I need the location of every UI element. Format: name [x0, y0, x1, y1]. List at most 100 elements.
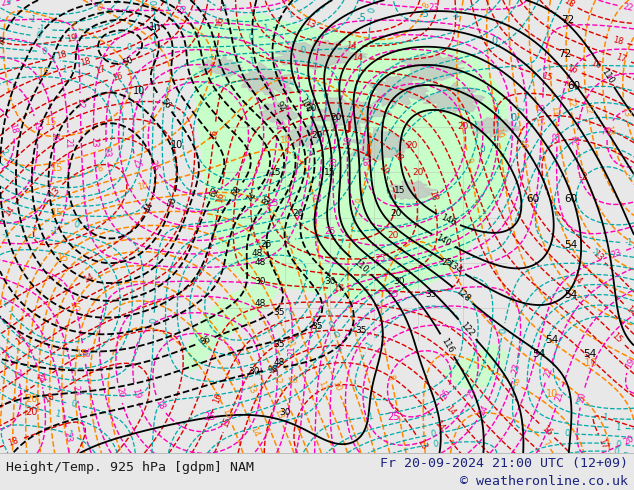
Text: -1: -1	[365, 411, 375, 421]
Text: -1: -1	[592, 247, 600, 258]
Text: 14: 14	[346, 41, 357, 50]
Text: 21: 21	[313, 191, 323, 202]
Text: 23: 23	[553, 131, 562, 142]
Text: 15: 15	[70, 303, 82, 313]
Text: 14: 14	[352, 53, 363, 63]
Text: 25: 25	[387, 290, 399, 299]
Text: 0: 0	[479, 145, 485, 154]
Text: 22: 22	[75, 98, 85, 109]
Text: 68: 68	[230, 184, 243, 198]
Text: 13: 13	[620, 105, 630, 117]
Text: 25: 25	[261, 240, 272, 249]
Text: 23: 23	[62, 432, 72, 443]
Text: 18: 18	[562, 0, 576, 9]
Text: -1: -1	[0, 297, 10, 309]
Polygon shape	[198, 54, 243, 76]
Text: 16: 16	[215, 16, 225, 27]
Text: 1: 1	[53, 409, 61, 419]
Text: 12: 12	[270, 372, 283, 386]
Text: 15: 15	[394, 186, 405, 195]
Text: 12: 12	[565, 97, 575, 108]
Text: 25: 25	[11, 368, 23, 380]
Text: 23: 23	[429, 3, 439, 13]
Text: 54: 54	[545, 335, 558, 345]
Text: 14: 14	[624, 304, 634, 318]
Text: 18: 18	[7, 436, 20, 448]
Polygon shape	[444, 181, 495, 263]
Text: 23: 23	[538, 102, 547, 113]
Text: 54: 54	[564, 240, 577, 250]
Text: 25: 25	[387, 412, 399, 422]
Text: 1: 1	[516, 105, 526, 113]
Text: 25: 25	[375, 254, 386, 263]
Text: 44: 44	[143, 200, 155, 213]
Text: 1: 1	[602, 414, 609, 423]
Polygon shape	[187, 14, 507, 299]
Text: 2: 2	[0, 147, 9, 157]
Text: -1: -1	[451, 9, 462, 21]
Text: 15: 15	[57, 253, 70, 263]
Text: 20: 20	[623, 434, 634, 447]
Text: 19: 19	[624, 357, 634, 370]
Text: 20: 20	[25, 394, 38, 404]
Text: 104: 104	[297, 96, 313, 114]
Text: 8: 8	[94, 3, 103, 13]
Text: 0: 0	[325, 309, 335, 318]
Text: 10: 10	[280, 136, 291, 145]
Text: -1: -1	[364, 339, 376, 351]
Text: 18: 18	[7, 122, 18, 135]
Text: 8: 8	[510, 378, 519, 389]
Text: 98: 98	[268, 364, 280, 374]
Text: 30: 30	[280, 408, 291, 417]
Text: 18: 18	[611, 35, 624, 47]
Text: 20: 20	[329, 156, 339, 167]
Text: 0: 0	[333, 329, 343, 339]
Polygon shape	[399, 54, 467, 84]
Text: 0: 0	[70, 399, 77, 409]
Text: 35: 35	[311, 322, 323, 331]
Text: 15: 15	[324, 168, 335, 177]
Text: 8: 8	[422, 1, 432, 10]
Text: 9: 9	[463, 157, 474, 164]
Text: 35: 35	[273, 340, 285, 349]
Text: -1: -1	[247, 56, 256, 66]
Text: 13: 13	[303, 18, 316, 30]
Text: 19: 19	[31, 120, 41, 132]
Text: 16: 16	[566, 64, 579, 76]
Text: 8: 8	[385, 373, 396, 381]
Text: 20: 20	[292, 209, 304, 218]
Text: 1: 1	[49, 55, 55, 65]
Text: 11: 11	[550, 105, 560, 117]
Text: 19: 19	[130, 387, 141, 399]
Text: 22: 22	[621, 2, 633, 13]
Text: 140: 140	[434, 233, 453, 248]
Text: 9: 9	[354, 197, 365, 205]
Polygon shape	[271, 37, 367, 70]
Text: 16: 16	[215, 192, 225, 204]
Text: 22: 22	[79, 347, 89, 359]
Text: 23: 23	[510, 362, 521, 374]
Text: © weatheronline.co.uk: © weatheronline.co.uk	[460, 475, 628, 489]
Text: 14: 14	[248, 425, 261, 438]
Text: 54: 54	[564, 290, 577, 299]
Text: 48: 48	[254, 299, 266, 308]
Text: 20: 20	[577, 392, 588, 404]
Text: 18: 18	[56, 50, 68, 61]
Text: -1: -1	[49, 226, 59, 236]
Text: J: J	[346, 121, 351, 133]
Text: 2: 2	[285, 306, 295, 316]
Text: 16: 16	[540, 424, 553, 438]
Text: 14: 14	[82, 272, 96, 285]
Text: 30: 30	[394, 276, 405, 286]
Text: 21: 21	[288, 346, 297, 356]
Text: 17: 17	[597, 438, 609, 451]
Text: 12: 12	[285, 373, 297, 386]
Text: 12: 12	[583, 103, 593, 115]
Text: 19: 19	[66, 33, 78, 44]
Text: 48: 48	[273, 358, 285, 367]
Text: 80: 80	[261, 193, 275, 207]
Text: 14: 14	[569, 272, 583, 286]
Text: 15: 15	[221, 416, 233, 429]
Text: 21: 21	[63, 137, 73, 148]
Text: 0: 0	[42, 47, 48, 56]
